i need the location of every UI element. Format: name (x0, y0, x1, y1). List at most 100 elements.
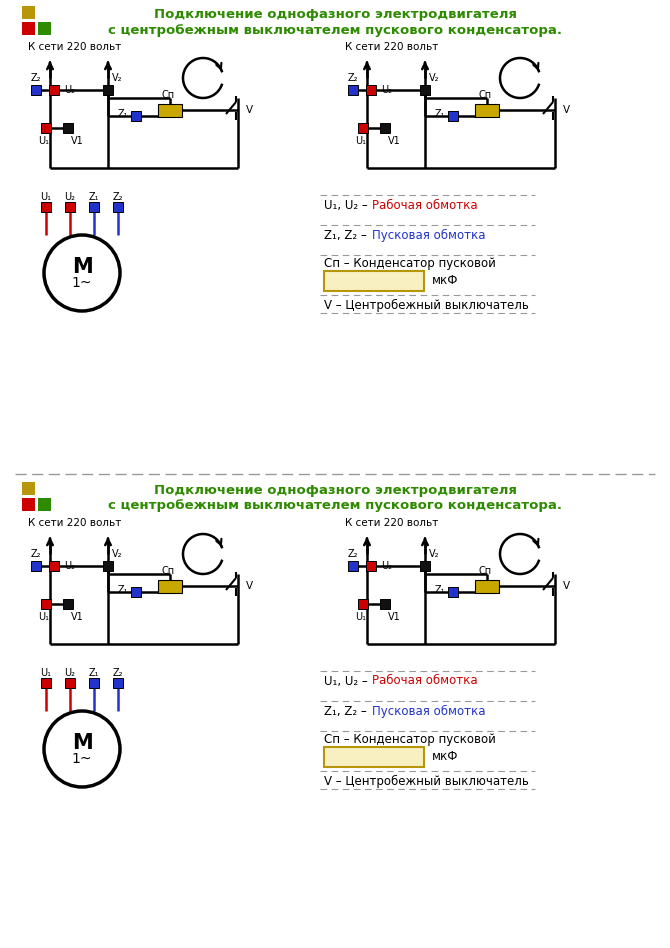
Bar (475, 103, 499, 117)
Text: U₁, U₂ –: U₁, U₂ – (324, 198, 371, 211)
Bar (324, 747, 424, 767)
Text: К сети 220 вольт: К сети 220 вольт (28, 42, 121, 52)
Text: M: M (72, 257, 92, 277)
Text: Z₂: Z₂ (31, 73, 42, 83)
Text: Пусковая обмотка: Пусковая обмотка (372, 704, 486, 718)
Bar (324, 271, 424, 291)
Text: U₁, U₂ –: U₁, U₂ – (324, 674, 371, 687)
Bar (366, 85, 376, 95)
Bar (158, 579, 182, 592)
Text: Пусковая обмотка: Пусковая обмотка (372, 228, 486, 242)
Text: Z₁: Z₁ (88, 192, 99, 202)
Bar (358, 123, 368, 133)
Text: Z₂: Z₂ (31, 549, 42, 559)
Text: с центробежным выключателем пускового конденсатора.: с центробежным выключателем пускового ко… (108, 24, 562, 37)
Text: мкФ: мкФ (432, 751, 458, 763)
Text: с центробежным выключателем пускового конденсатора.: с центробежным выключателем пускового ко… (108, 500, 562, 513)
Bar (358, 599, 368, 609)
Text: U₂: U₂ (64, 561, 75, 571)
Bar (31, 85, 41, 95)
Bar (113, 202, 123, 212)
Bar (63, 599, 73, 609)
Bar (103, 85, 113, 95)
Bar (113, 678, 123, 688)
Text: V₂: V₂ (112, 73, 123, 83)
Bar (448, 587, 458, 597)
Text: U₁: U₁ (356, 612, 366, 622)
Bar (448, 111, 458, 121)
Text: V: V (563, 105, 570, 115)
Text: Z₁: Z₁ (435, 109, 445, 119)
Text: Cп: Cп (161, 566, 175, 575)
Bar (65, 678, 75, 688)
Text: U₁: U₁ (356, 136, 366, 146)
Bar (475, 579, 499, 592)
Bar (89, 202, 99, 212)
Text: К сети 220 вольт: К сети 220 вольт (345, 42, 438, 52)
Bar (158, 103, 182, 117)
Bar (49, 85, 59, 95)
Bar (41, 599, 51, 609)
Text: V1: V1 (71, 136, 84, 146)
Bar (348, 85, 358, 95)
Bar (49, 561, 59, 571)
Text: Z₂: Z₂ (113, 192, 123, 202)
Text: V – Центробежный выключатель: V – Центробежный выключатель (324, 775, 529, 788)
Bar (41, 202, 51, 212)
Text: V₂: V₂ (429, 73, 440, 83)
Text: Рабочая обмотка: Рабочая обмотка (372, 674, 478, 687)
Text: 1~: 1~ (72, 752, 92, 766)
Bar (41, 678, 51, 688)
Bar (65, 202, 75, 212)
Text: Z₂: Z₂ (113, 668, 123, 678)
Text: Подключение однофазного электродвигателя: Подключение однофазного электродвигателя (153, 8, 517, 21)
Bar (366, 561, 376, 571)
Bar (41, 123, 51, 133)
Bar (31, 561, 41, 571)
Text: Z₂: Z₂ (348, 73, 358, 83)
Text: Z₂: Z₂ (348, 549, 358, 559)
Text: U₂: U₂ (64, 668, 76, 678)
Text: V: V (246, 105, 253, 115)
Text: Сп – Конденсатор пусковой: Сп – Конденсатор пусковой (324, 733, 496, 745)
Text: M: M (72, 733, 92, 753)
Text: Cп: Cп (161, 89, 175, 100)
Text: U₂: U₂ (64, 85, 75, 95)
Text: Z₁: Z₁ (117, 109, 128, 119)
Text: U₁: U₁ (40, 192, 52, 202)
Text: V₂: V₂ (429, 549, 440, 559)
Bar (380, 123, 390, 133)
Bar (38, 22, 51, 35)
Text: U₁: U₁ (40, 668, 52, 678)
Bar (103, 561, 113, 571)
Text: U₁: U₁ (38, 612, 50, 622)
Text: мкФ: мкФ (432, 275, 458, 287)
Text: 1~: 1~ (72, 276, 92, 290)
Text: V1: V1 (71, 612, 84, 622)
Text: Сп – Конденсатор пусковой: Сп – Конденсатор пусковой (324, 257, 496, 269)
Text: К сети 220 вольт: К сети 220 вольт (28, 518, 121, 528)
Text: U₂: U₂ (381, 561, 392, 571)
Text: Z₁: Z₁ (88, 668, 99, 678)
Text: V – Центробежный выключатель: V – Центробежный выключатель (324, 299, 529, 312)
Text: Рабочая обмотка: Рабочая обмотка (372, 198, 478, 211)
Bar (380, 599, 390, 609)
Bar (22, 482, 35, 495)
Text: U₂: U₂ (381, 85, 392, 95)
Text: Cп: Cп (478, 566, 492, 575)
Text: U₂: U₂ (64, 192, 76, 202)
Bar (131, 111, 141, 121)
Text: U₁: U₁ (38, 136, 50, 146)
Text: Подключение однофазного электродвигателя: Подключение однофазного электродвигателя (153, 483, 517, 497)
Bar (22, 6, 35, 19)
Bar (63, 123, 73, 133)
Bar (89, 678, 99, 688)
Text: V: V (246, 581, 253, 591)
Bar (420, 85, 430, 95)
Text: К сети 220 вольт: К сети 220 вольт (345, 518, 438, 528)
Text: Z₁, Z₂ –: Z₁, Z₂ – (324, 704, 371, 718)
Bar (131, 587, 141, 597)
Text: Z₁, Z₂ –: Z₁, Z₂ – (324, 228, 371, 242)
Text: V1: V1 (388, 612, 401, 622)
Bar (22, 498, 35, 511)
